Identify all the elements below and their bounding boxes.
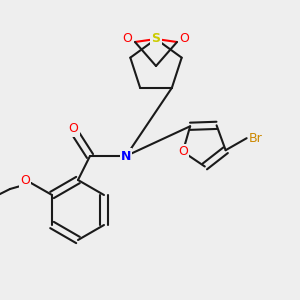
Text: O: O (123, 32, 132, 46)
Text: N: N (121, 149, 131, 163)
Text: S: S (152, 32, 160, 46)
Text: O: O (20, 173, 30, 187)
Text: O: O (180, 32, 189, 46)
Text: O: O (69, 122, 78, 136)
Text: O: O (178, 145, 188, 158)
Text: Br: Br (249, 132, 262, 145)
